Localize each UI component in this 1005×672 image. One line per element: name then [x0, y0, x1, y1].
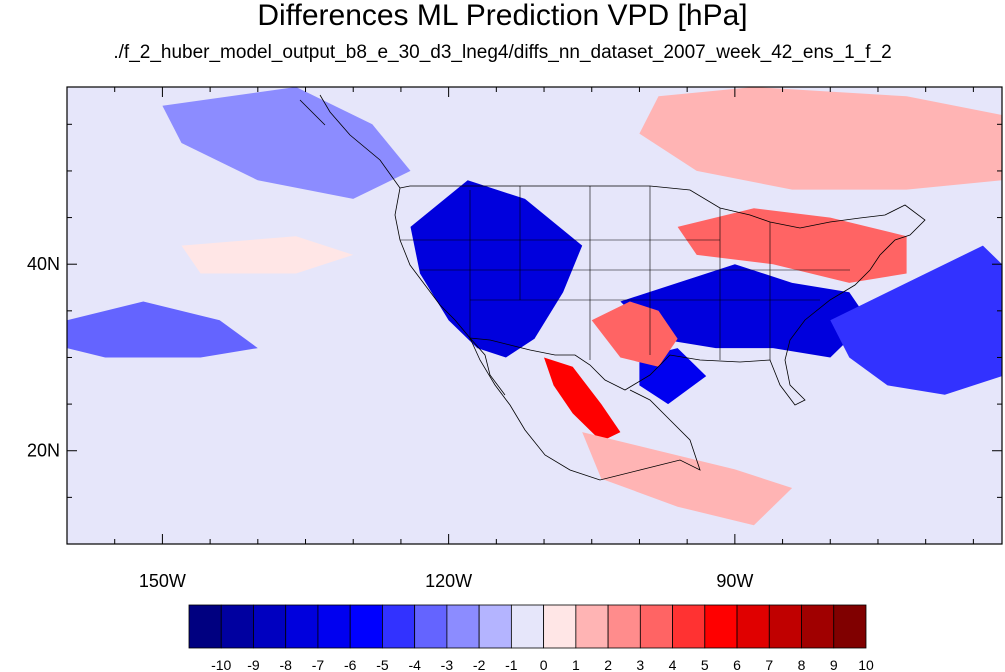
field-region-central-america-positive [582, 432, 793, 526]
colorbar-swatch [414, 604, 448, 649]
colorbar-labels: -10 -9 -8 -7 -6 -5 -4 -3 -2 -1 0 1 2 3 4 5 6 7 8 9 10 [211, 657, 874, 672]
colorbar-tick-label: -9 [247, 657, 260, 672]
colorbar-tick-label: -2 [473, 657, 486, 672]
colorbar-tick-label: 0 [540, 657, 548, 672]
colorbar-swatch [575, 604, 609, 649]
colorbar-swatch [382, 604, 416, 649]
colorbar-swatch [478, 604, 512, 649]
colorbar-tick-label: -1 [505, 657, 518, 672]
colorbar-tick-label: 6 [733, 657, 741, 672]
colorbar-tick-label: 9 [830, 657, 838, 672]
canada-coast [299, 94, 401, 189]
field-region-east-central-us-strong-negative [620, 264, 869, 358]
colorbar-tick-label: -10 [211, 657, 231, 672]
colorbar-tick-label: -5 [376, 657, 389, 672]
colorbar-swatch [446, 604, 480, 649]
colorbar-swatch [220, 604, 254, 649]
colorbar-tick-label: 5 [701, 657, 709, 672]
field-region-mexico-strong-positive [544, 357, 621, 442]
colorbar-tick-label: 10 [858, 657, 874, 672]
colorbar-tick-label: -6 [344, 657, 357, 672]
state-lines [400, 186, 850, 360]
colorbar-swatch [543, 604, 577, 649]
field-region-gulf-alaska-negative [162, 87, 411, 199]
colorbar-swatch [833, 604, 867, 649]
colorbar-swatch [736, 604, 770, 649]
colorbar-swatch [253, 604, 287, 649]
colorbar-tick-label: 3 [636, 657, 644, 672]
colorbar-tick-label: 1 [572, 657, 580, 672]
map-plot-area: 150W 120W 90W 40N 20N [27, 86, 1003, 591]
field-region-pacific-east-negative [67, 301, 258, 358]
x-tick-label: 150W [139, 571, 186, 591]
colorbar-swatch [510, 604, 545, 649]
colorbar-swatch [188, 604, 222, 649]
colorbar-swatch [672, 604, 706, 649]
x-tick-label: 90W [716, 571, 753, 591]
colorbar [188, 604, 867, 649]
colorbar-tick-label: -4 [408, 657, 421, 672]
field-region-atlantic-negative [830, 245, 1002, 395]
y-tick-label: 40N [27, 254, 60, 274]
colorbar-swatch [704, 604, 738, 649]
colorbar-tick-label: -7 [312, 657, 325, 672]
colorbar-tick-label: -8 [279, 657, 292, 672]
colorbar-swatch [317, 604, 351, 649]
map-title: Differences ML Prediction VPD [hPa] [257, 0, 748, 32]
colorbar-swatch [349, 604, 383, 649]
colorbar-swatch [639, 604, 673, 649]
field-region-pacific-positive [181, 236, 354, 274]
colorbar-tick-label: 7 [765, 657, 773, 672]
map-frame [66, 86, 1003, 545]
x-tick-label: 120W [425, 571, 472, 591]
colorbar-swatch [768, 604, 802, 649]
colorbar-swatch [801, 604, 835, 649]
colorbar-tick-label: 2 [604, 657, 612, 672]
colorbar-swatch [285, 604, 319, 649]
colorbar-tick-label: 4 [669, 657, 677, 672]
field-region-texas-positive [591, 301, 678, 367]
field-region-western-us-strong-negative [410, 180, 583, 358]
mexico-coast [469, 337, 701, 481]
map-subtitle: ./f_2_huber_model_output_b8_e_30_d3_lneg… [113, 42, 892, 63]
colorbar-tick-label: -3 [441, 657, 454, 672]
colorbar-swatch [607, 604, 641, 649]
field-region-canada-positive [639, 87, 1002, 190]
field-region-northeast-positive [677, 208, 907, 283]
colorbar-tick-label: 8 [798, 657, 806, 672]
y-tick-label: 20N [27, 441, 60, 461]
